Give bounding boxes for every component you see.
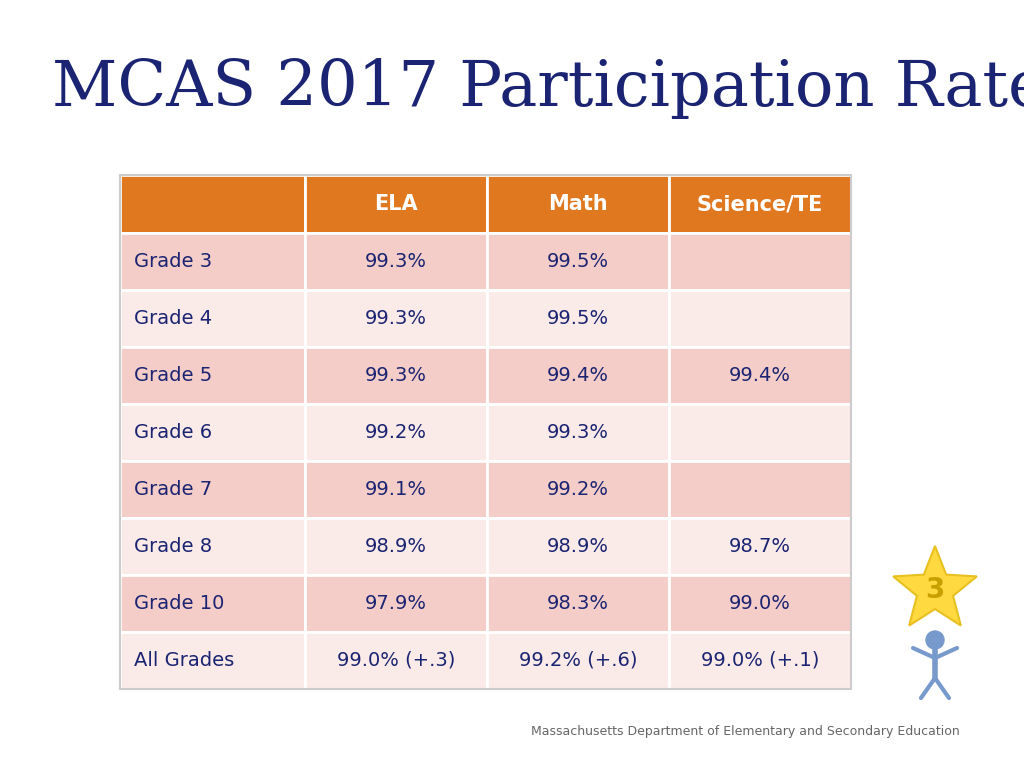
Text: Science/TE: Science/TE bbox=[696, 194, 823, 214]
Bar bbox=[120, 290, 305, 347]
Bar bbox=[120, 632, 305, 689]
Text: Grade 4: Grade 4 bbox=[134, 309, 212, 328]
Bar bbox=[120, 575, 305, 632]
Text: 98.3%: 98.3% bbox=[547, 594, 609, 613]
Bar bbox=[669, 290, 851, 347]
Bar bbox=[305, 518, 487, 575]
Bar bbox=[669, 233, 851, 290]
Bar bbox=[669, 404, 851, 461]
Bar bbox=[487, 290, 669, 347]
Bar bbox=[487, 461, 669, 518]
Bar bbox=[120, 347, 305, 404]
Text: 99.2% (+.6): 99.2% (+.6) bbox=[519, 651, 637, 670]
Text: 99.2%: 99.2% bbox=[547, 480, 609, 499]
Bar bbox=[120, 175, 305, 233]
Text: Grade 5: Grade 5 bbox=[134, 366, 212, 385]
Bar bbox=[305, 575, 487, 632]
Text: ELA: ELA bbox=[374, 194, 418, 214]
Bar bbox=[305, 632, 487, 689]
Bar bbox=[305, 290, 487, 347]
Bar bbox=[487, 175, 669, 233]
Text: 99.2%: 99.2% bbox=[365, 423, 427, 442]
Text: 99.3%: 99.3% bbox=[365, 252, 427, 271]
Text: Grade 8: Grade 8 bbox=[134, 537, 212, 556]
Bar bbox=[669, 518, 851, 575]
Text: 99.3%: 99.3% bbox=[365, 366, 427, 385]
Text: 97.9%: 97.9% bbox=[365, 594, 427, 613]
Text: Grade 10: Grade 10 bbox=[134, 594, 224, 613]
Bar bbox=[120, 175, 851, 689]
Circle shape bbox=[926, 631, 944, 649]
Bar bbox=[305, 233, 487, 290]
Text: Grade 3: Grade 3 bbox=[134, 252, 212, 271]
Text: 3: 3 bbox=[926, 576, 945, 604]
Bar bbox=[487, 233, 669, 290]
Bar bbox=[120, 404, 305, 461]
Bar bbox=[120, 233, 305, 290]
Polygon shape bbox=[893, 546, 977, 626]
Text: Math: Math bbox=[548, 194, 608, 214]
Bar bbox=[487, 575, 669, 632]
Bar bbox=[669, 575, 851, 632]
Bar bbox=[669, 632, 851, 689]
Bar bbox=[487, 632, 669, 689]
Bar bbox=[487, 404, 669, 461]
Text: Grade 7: Grade 7 bbox=[134, 480, 212, 499]
Text: 98.9%: 98.9% bbox=[547, 537, 609, 556]
Text: 98.7%: 98.7% bbox=[729, 537, 791, 556]
Bar bbox=[120, 518, 305, 575]
Text: 99.3%: 99.3% bbox=[547, 423, 609, 442]
Text: 99.5%: 99.5% bbox=[547, 309, 609, 328]
Text: Massachusetts Department of Elementary and Secondary Education: Massachusetts Department of Elementary a… bbox=[531, 725, 961, 738]
Text: 99.4%: 99.4% bbox=[547, 366, 609, 385]
Bar bbox=[487, 347, 669, 404]
Text: Grade 6: Grade 6 bbox=[134, 423, 212, 442]
Text: All Grades: All Grades bbox=[134, 651, 234, 670]
Text: 99.0% (+.1): 99.0% (+.1) bbox=[700, 651, 819, 670]
Text: 99.0%: 99.0% bbox=[729, 594, 791, 613]
Text: 99.0% (+.3): 99.0% (+.3) bbox=[337, 651, 456, 670]
Bar bbox=[669, 175, 851, 233]
Text: MCAS 2017 Participation Rates: MCAS 2017 Participation Rates bbox=[52, 58, 1024, 118]
Bar bbox=[669, 461, 851, 518]
Text: 99.3%: 99.3% bbox=[365, 309, 427, 328]
Bar bbox=[305, 461, 487, 518]
Text: 98.9%: 98.9% bbox=[365, 537, 427, 556]
Text: 99.4%: 99.4% bbox=[729, 366, 791, 385]
Bar bbox=[487, 518, 669, 575]
Bar bbox=[120, 461, 305, 518]
Bar bbox=[305, 404, 487, 461]
Bar bbox=[305, 175, 487, 233]
Text: 99.1%: 99.1% bbox=[365, 480, 427, 499]
Bar bbox=[669, 347, 851, 404]
Bar bbox=[305, 347, 487, 404]
Text: 99.5%: 99.5% bbox=[547, 252, 609, 271]
